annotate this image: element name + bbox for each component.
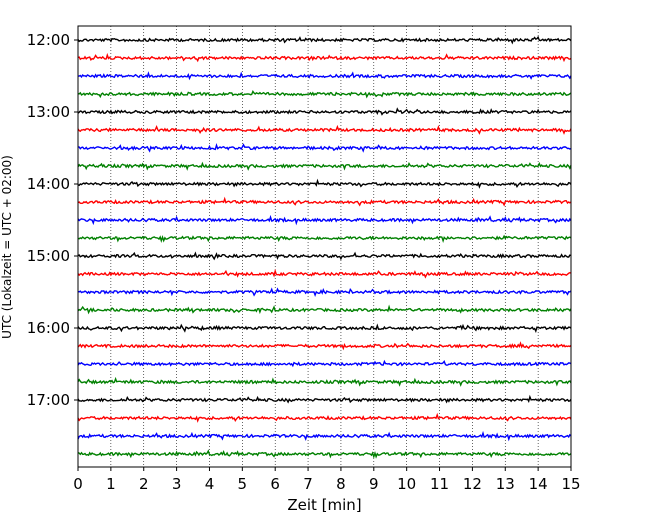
- x-tick-label: 4: [205, 475, 215, 493]
- y-axis-label: UTC (Lokalzeit = UTC + 02:00): [0, 155, 14, 339]
- trace-1700: [78, 397, 571, 402]
- x-tick-label: 2: [139, 475, 149, 493]
- x-axis-label: Zeit [min]: [287, 496, 361, 514]
- trace-1415: [78, 199, 571, 205]
- trace-1315: [78, 127, 571, 133]
- trace-1400: [78, 181, 571, 187]
- x-tick-label: 6: [270, 475, 280, 493]
- x-tick-label: 14: [529, 475, 548, 493]
- x-tick-label: 3: [172, 475, 182, 493]
- y-axis: 12:00 13:00 14:00 15:00 16:00 17:00: [27, 31, 78, 409]
- x-tick-label: 7: [303, 475, 313, 493]
- trace-1645: [78, 379, 571, 385]
- trace-1500: [78, 253, 571, 259]
- y-tick-label: 12:00: [27, 31, 70, 49]
- trace-1745: [78, 451, 571, 457]
- trace-1200: [78, 37, 571, 43]
- x-tick-label: 9: [369, 475, 379, 493]
- trace-1515: [78, 271, 571, 277]
- trace-1230: [78, 73, 571, 78]
- trace-1545: [78, 307, 571, 313]
- trace-1445: [78, 236, 571, 241]
- trace-layer: [78, 37, 571, 457]
- trace-1600: [78, 325, 571, 331]
- trace-1530: [78, 289, 571, 295]
- trace-1715: [78, 415, 571, 421]
- x-tick-label: 10: [397, 475, 416, 493]
- trace-1215: [78, 55, 571, 61]
- trace-1300: [78, 109, 571, 114]
- y-tick-label: 13:00: [27, 103, 70, 121]
- trace-1245: [78, 91, 571, 96]
- trace-1730: [78, 433, 571, 439]
- x-tick-label: 12: [463, 475, 482, 493]
- x-tick-label: 11: [430, 475, 449, 493]
- y-tick-label: 14:00: [27, 175, 70, 193]
- x-tick-label: 0: [73, 475, 83, 493]
- y-tick-label: 17:00: [27, 391, 70, 409]
- x-tick-label: 1: [106, 475, 116, 493]
- x-tick-label: 15: [561, 475, 580, 493]
- trace-1345: [78, 164, 571, 170]
- x-axis: 0 1 2 3 4 5 6 7 8 9 10 11 12 13 14 15: [73, 467, 580, 493]
- x-tick-label: 8: [336, 475, 346, 493]
- y-tick-label: 16:00: [27, 319, 70, 337]
- y-tick-label: 15:00: [27, 247, 70, 265]
- trace-1430: [78, 217, 571, 223]
- trace-1330: [78, 145, 571, 151]
- x-tick-label: 5: [238, 475, 248, 493]
- trace-1630: [78, 361, 571, 365]
- x-tick-label: 13: [496, 475, 515, 493]
- trace-1615: [78, 343, 571, 348]
